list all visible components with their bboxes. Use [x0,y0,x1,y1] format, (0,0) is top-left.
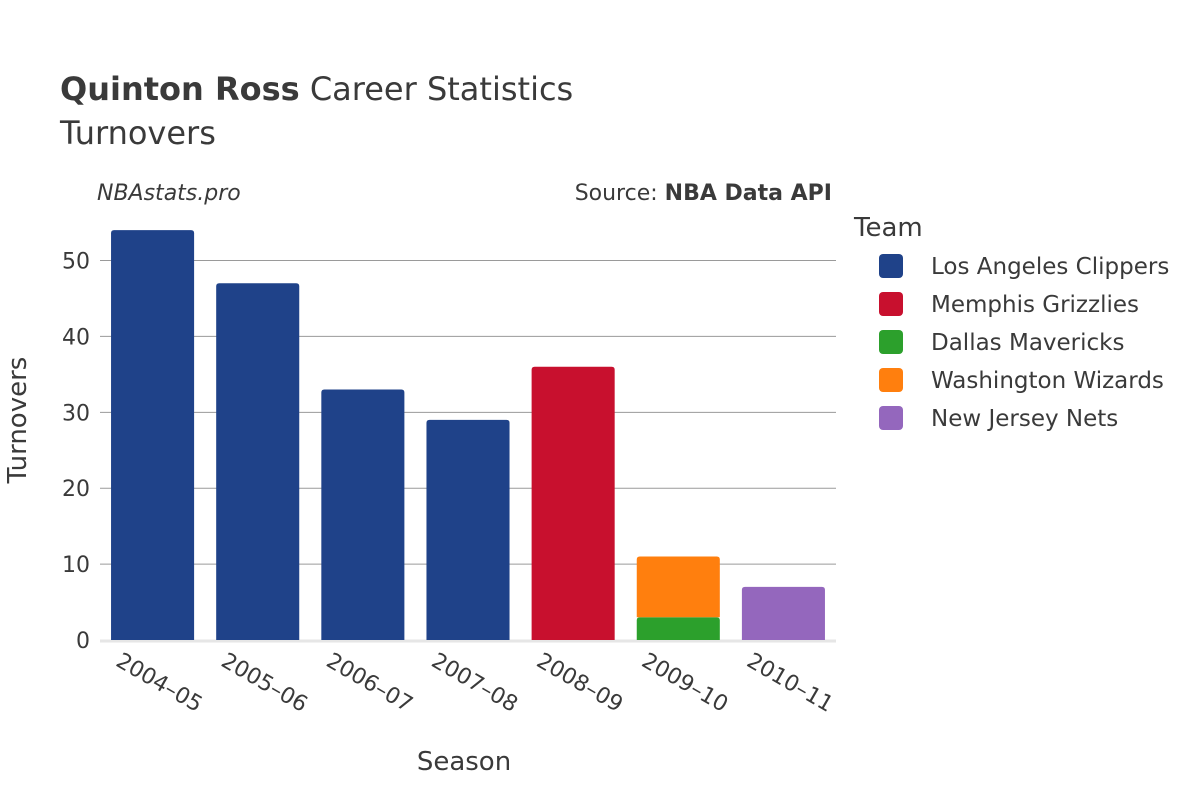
chart-title: Quinton Ross Career Statistics [60,70,573,108]
legend-label: Los Angeles Clippers [931,254,1169,280]
legend-swatch [879,330,903,354]
source-label: Source: NBA Data API [575,181,832,206]
bar-new-jersey-nets [741,586,825,640]
bar-los-angeles-clippers [426,419,510,640]
y-tick-label: 0 [76,629,90,654]
legend-swatch [879,254,903,278]
legend-label: Memphis Grizzlies [931,292,1139,318]
bars [111,230,825,640]
x-tick-label: 2004–05 [112,649,207,718]
x-tick-label: 2008–09 [532,649,627,718]
legend-label: Dallas Mavericks [931,330,1124,356]
watermark: NBAstats.pro [97,181,241,206]
x-tick-label: 2006–07 [322,649,417,718]
y-axis-ticks: 0 10 20 30 40 50 [62,250,90,654]
bar-washington-wizards [636,556,720,618]
legend-swatch [879,406,903,430]
source-name: NBA Data API [665,181,832,206]
legend: Los Angeles Clippers Memphis Grizzlies Dal… [879,254,1169,432]
x-axis-ticks: 2004–05 2005–06 2006–07 2007–08 2008–09 2009–… [112,649,838,718]
legend-swatch [879,368,903,392]
y-axis-title: Turnovers [3,357,33,485]
bar-memphis-grizzlies [531,366,615,640]
legend-title: Team [853,213,923,243]
y-tick-label: 10 [62,553,90,578]
bar-los-angeles-clippers [216,283,300,640]
player-name: Quinton Ross [60,70,300,108]
chart-subtitle: Turnovers [59,114,216,152]
y-tick-label: 50 [62,250,90,275]
y-tick-label: 40 [62,325,90,350]
x-axis-title: Season [417,747,511,777]
y-tick-label: 20 [62,477,90,502]
source-prefix: Source: [575,181,665,206]
title-rest: Career Statistics [300,70,574,108]
legend-label: New Jersey Nets [931,406,1118,432]
x-tick-label: 2010–11 [742,649,837,718]
legend-label: Washington Wizards [931,368,1164,394]
bar-los-angeles-clippers [111,230,195,640]
y-tick-label: 30 [62,401,90,426]
bar-dallas-mavericks [636,617,720,640]
x-tick-label: 2005–06 [217,649,312,718]
x-tick-label: 2007–08 [427,649,522,718]
legend-swatch [879,292,903,316]
x-tick-label: 2009–10 [637,649,732,718]
bar-los-angeles-clippers [321,389,405,640]
